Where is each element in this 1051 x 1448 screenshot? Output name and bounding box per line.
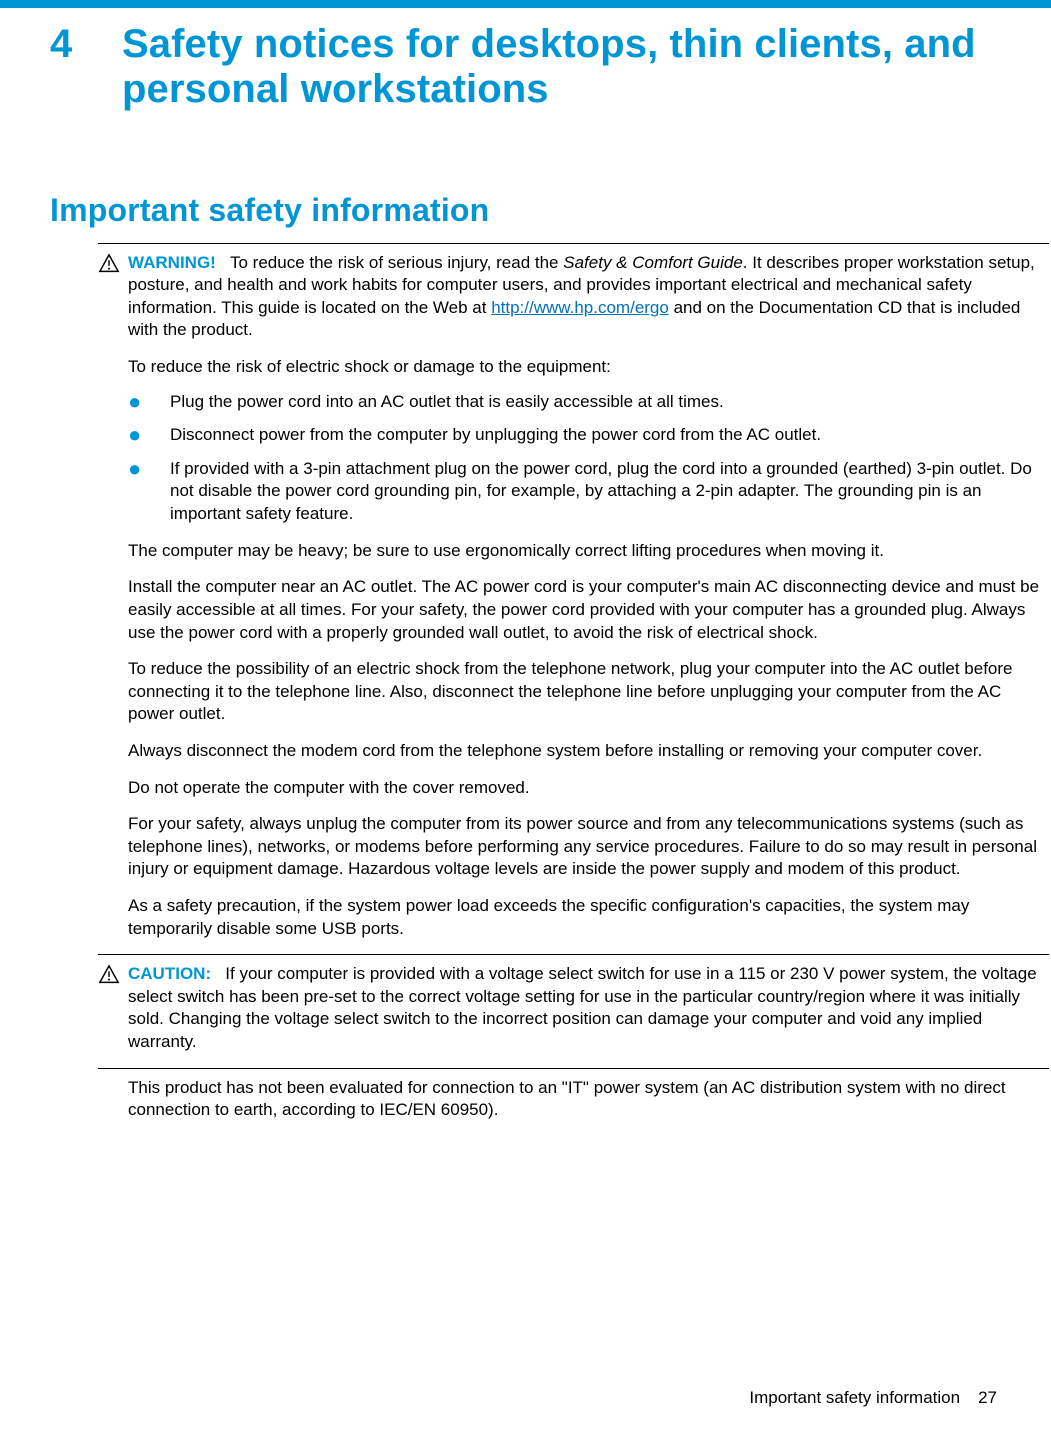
bullet-text: Disconnect power from the computer by un… bbox=[170, 424, 821, 447]
paragraph-usb: As a safety precaution, if the system po… bbox=[128, 895, 1049, 940]
caution-label: CAUTION: bbox=[128, 964, 211, 983]
bullet-icon: ● bbox=[128, 458, 170, 480]
caution-text: If your computer is provided with a volt… bbox=[128, 964, 1037, 1051]
page: 4 Safety notices for desktops, thin clie… bbox=[0, 0, 1051, 1448]
paragraph-outlet: Install the computer near an AC outlet. … bbox=[128, 576, 1049, 644]
paragraph-unplug: For your safety, always unplug the compu… bbox=[128, 813, 1049, 881]
rule-mid bbox=[98, 954, 1049, 955]
bullet-icon: ● bbox=[128, 391, 170, 413]
caution-callout: CAUTION: If your computer is provided wi… bbox=[98, 963, 1049, 1053]
chapter-title: Safety notices for desktops, thin client… bbox=[122, 22, 1001, 112]
warning-label: WARNING! bbox=[128, 253, 216, 272]
bullet-list: ●Plug the power cord into an AC outlet t… bbox=[128, 391, 1049, 526]
chapter-number: 4 bbox=[50, 22, 122, 67]
warning-text-a: To reduce the risk of serious injury, re… bbox=[230, 253, 563, 272]
paragraph-heavy: The computer may be heavy; be sure to us… bbox=[128, 540, 1049, 563]
bullet-icon: ● bbox=[128, 424, 170, 446]
page-footer: Important safety information 27 bbox=[749, 1388, 997, 1408]
chapter-heading: 4 Safety notices for desktops, thin clie… bbox=[50, 0, 1001, 112]
footer-page-number: 27 bbox=[978, 1388, 997, 1407]
paragraph-cover: Do not operate the computer with the cov… bbox=[128, 777, 1049, 800]
top-accent-bar bbox=[0, 0, 1051, 8]
rule-top bbox=[98, 243, 1049, 244]
paragraph-modem: Always disconnect the modem cord from th… bbox=[128, 740, 1049, 763]
paragraph-telephone: To reduce the possibility of an electric… bbox=[128, 658, 1049, 726]
footer-title: Important safety information bbox=[749, 1388, 960, 1407]
warning-callout: WARNING! To reduce the risk of serious i… bbox=[98, 252, 1049, 941]
list-item: ●Plug the power cord into an AC outlet t… bbox=[128, 391, 1049, 414]
list-item: ●Disconnect power from the computer by u… bbox=[128, 424, 1049, 447]
rule-bottom bbox=[98, 1068, 1049, 1069]
warning-text: WARNING! To reduce the risk of serious i… bbox=[128, 252, 1049, 941]
warning-icon bbox=[98, 253, 122, 280]
list-item: ●If provided with a 3-pin attachment plu… bbox=[128, 458, 1049, 526]
paragraph-it-system: This product has not been evaluated for … bbox=[128, 1077, 1049, 1122]
caution-icon bbox=[98, 964, 122, 991]
section-title: Important safety information bbox=[50, 192, 1001, 229]
warning-guide-name: Safety & Comfort Guide bbox=[563, 253, 743, 272]
ergo-link[interactable]: http://www.hp.com/ergo bbox=[491, 298, 669, 317]
paragraph-shock-intro: To reduce the risk of electric shock or … bbox=[128, 356, 1049, 379]
bullet-text: Plug the power cord into an AC outlet th… bbox=[170, 391, 724, 414]
caution-text-wrap: CAUTION: If your computer is provided wi… bbox=[128, 963, 1049, 1053]
content-column: WARNING! To reduce the risk of serious i… bbox=[98, 243, 1049, 1122]
bullet-text: If provided with a 3-pin attachment plug… bbox=[170, 458, 1049, 526]
